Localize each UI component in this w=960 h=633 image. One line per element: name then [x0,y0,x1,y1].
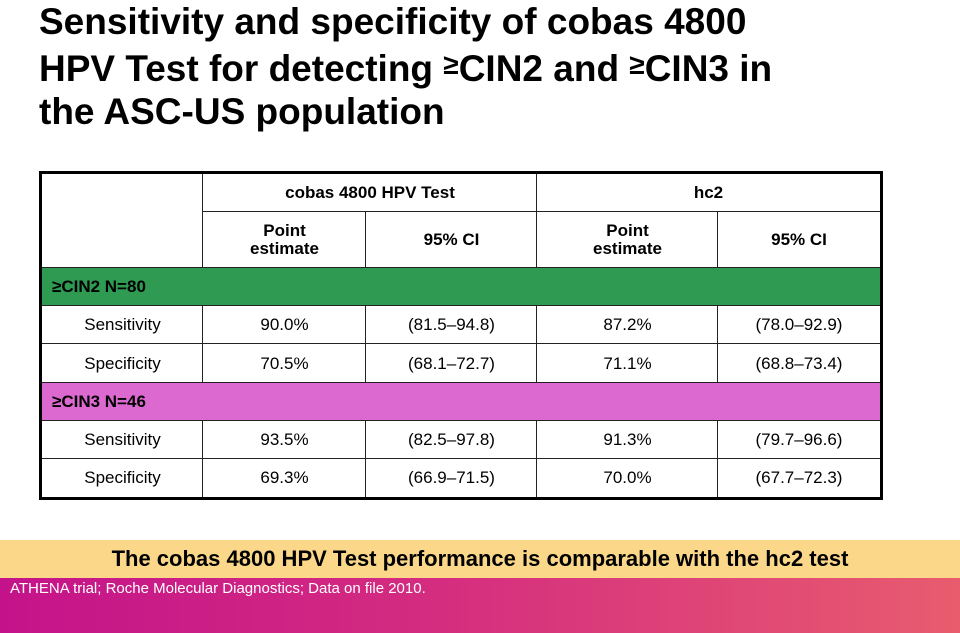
grid-line [202,306,203,383]
table-row: Sensitivity 90.0% (81.5–94.8) 87.2% (78.… [42,306,880,344]
title-line-1: Sensitivity and specificity of cobas 480… [39,1,747,42]
grid-line [42,305,880,306]
grid-line [42,382,880,383]
grid-line [42,420,880,421]
cobas-ci-value: (66.9–71.5) [408,468,495,487]
greater-equal-symbol: ≥ [443,49,459,80]
title-line-3: the ASC-US population [39,91,445,132]
group-header-hc2: hc2 [693,183,724,202]
hc2-point-value: 71.1% [603,353,652,373]
table-row: Specificity 69.3% (66.9–71.5) 70.0% (67.… [42,459,880,497]
grid-line [365,306,366,383]
cobas-ci-value: (68.1–72.7) [408,353,495,373]
title-line-2c: CIN3 in [644,48,773,89]
grid-line [202,421,203,497]
cobas-point-value: 93.5% [260,430,309,449]
hc2-ci-value: (79.7–96.6) [755,430,843,449]
section-band-cin3: ≥CIN3 N=46 [42,383,880,421]
row-metric: Sensitivity [84,315,161,334]
citation-bar: ATHENA trial; Roche Molecular Diagnostic… [0,578,960,633]
hc2-point-value: 91.3% [603,430,652,449]
table-header-row-groups: cobas 4800 HPV Test hc2 [42,174,880,212]
table-row: Sensitivity 93.5% (82.5–97.8) 91.3% (79.… [42,421,880,459]
cobas-point-value: 70.5% [260,353,309,373]
table-row: Specificity 70.5% (68.1–72.7) 71.1% (68.… [42,344,880,383]
grid-line [202,174,203,268]
grid-line [536,421,537,497]
cobas-point-value: 90.0% [260,315,309,334]
grid-line [42,343,880,344]
row-metric: Sensitivity [84,430,161,449]
row-metric: Specificity [84,353,161,373]
cobas-ci-value: (81.5–94.8) [408,315,495,334]
grid-line [365,421,366,497]
sub-header-hc2-ci: 95% CI [771,230,827,249]
title-line-2b: CIN2 and [458,48,630,89]
hc2-ci-value: (78.0–92.9) [755,315,843,334]
hc2-ci-value: (68.8–73.4) [755,353,843,373]
grid-line [717,421,718,497]
sub-header-hc2-point: Point estimate [593,221,662,258]
grid-line [536,174,537,268]
title-line-2a: HPV Test for detecting [39,48,444,89]
grid-line [365,212,366,268]
cobas-ci-value: (82.5–97.8) [408,430,495,449]
section-band-cin2: ≥CIN2 N=80 [42,268,880,306]
grid-line [203,211,880,212]
sub-header-cobas-ci: 95% CI [423,230,480,249]
results-table: cobas 4800 HPV Test hc2 Point estimate 9… [39,171,883,500]
row-metric: Specificity [84,468,161,487]
hc2-point-value: 70.0% [603,468,652,487]
grid-line [42,267,880,268]
hc2-ci-value: (67.7–72.3) [755,468,843,487]
table-header-row-sub: Point estimate 95% CI Point estimate 95%… [42,212,880,268]
slide-title: Sensitivity and specificity of cobas 480… [39,0,939,133]
grid-line [717,306,718,383]
grid-line [42,458,880,459]
cobas-point-value: 69.3% [260,468,309,487]
hc2-point-value: 87.2% [603,315,652,334]
sub-header-cobas-point: Point estimate [250,221,319,258]
group-header-cobas: cobas 4800 HPV Test [285,183,455,202]
conclusion-banner: The cobas 4800 HPV Test performance is c… [0,540,960,578]
grid-line [717,212,718,268]
citation-text: ATHENA trial; Roche Molecular Diagnostic… [10,580,426,597]
greater-equal-symbol: ≥ [629,49,645,80]
grid-line [536,306,537,383]
